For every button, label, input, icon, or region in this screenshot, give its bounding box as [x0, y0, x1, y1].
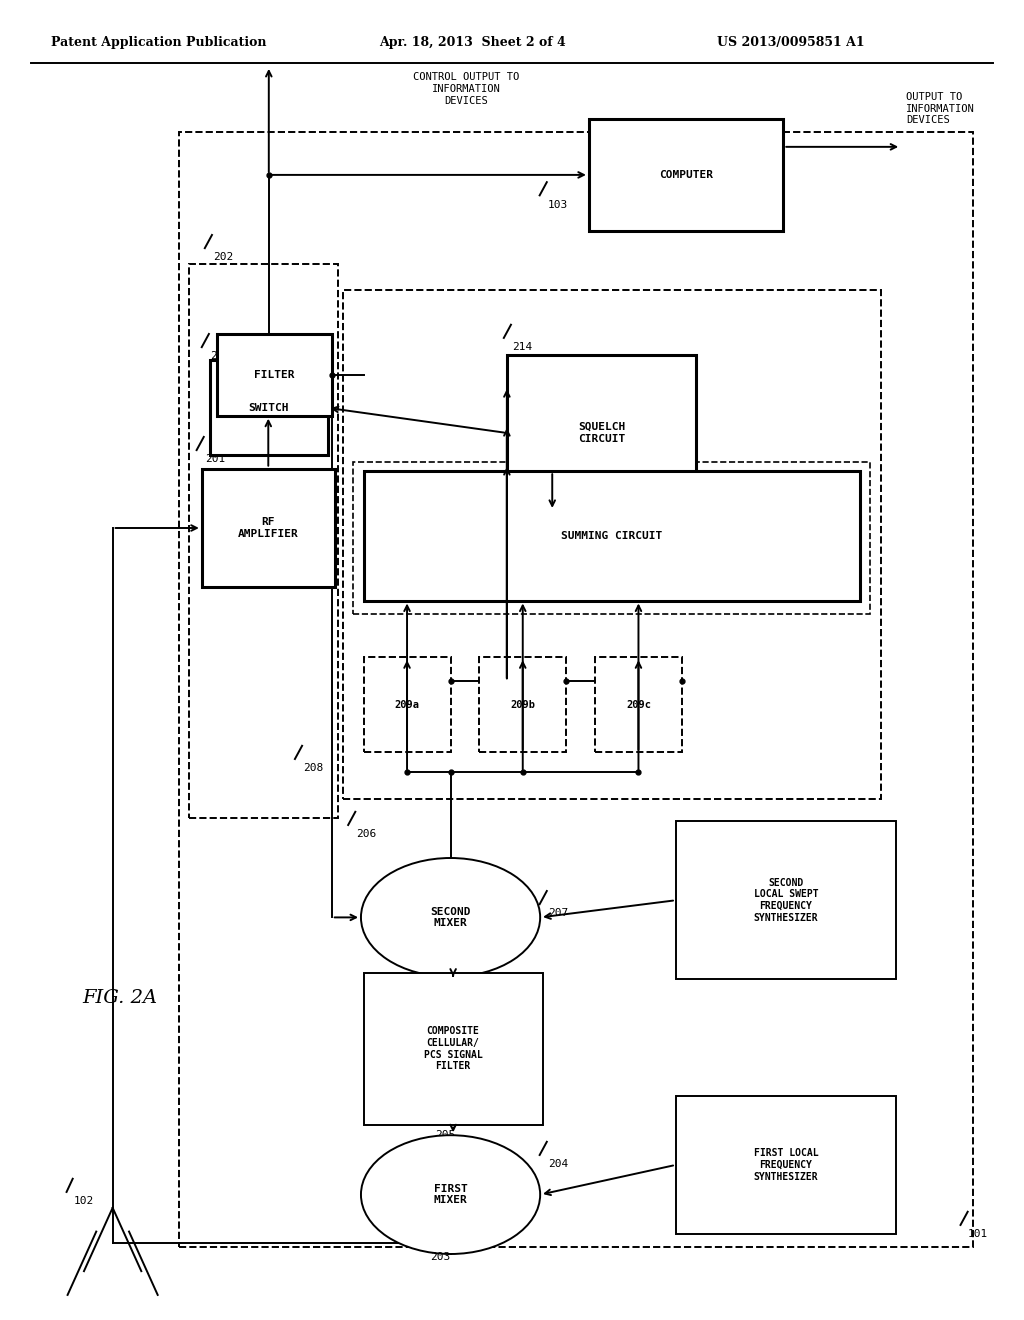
- Text: 201: 201: [205, 454, 225, 465]
- FancyBboxPatch shape: [479, 657, 566, 752]
- Text: FIG. 2A: FIG. 2A: [82, 989, 157, 1007]
- Text: 101: 101: [968, 1229, 988, 1239]
- Text: COMPUTER: COMPUTER: [659, 170, 713, 180]
- Text: SECOND
LOCAL SWEPT
FREQUENCY
SYNTHESIZER: SECOND LOCAL SWEPT FREQUENCY SYNTHESIZER: [754, 878, 818, 923]
- Text: FIRST LOCAL
FREQUENCY
SYNTHESIZER: FIRST LOCAL FREQUENCY SYNTHESIZER: [754, 1148, 818, 1181]
- Text: SECOND
MIXER: SECOND MIXER: [430, 907, 471, 928]
- FancyBboxPatch shape: [676, 1096, 896, 1234]
- Text: OUTPUT TO
INFORMATION
DEVICES: OUTPUT TO INFORMATION DEVICES: [906, 92, 975, 125]
- Text: COMPOSITE
CELLULAR/
PCS SIGNAL
FILTER: COMPOSITE CELLULAR/ PCS SIGNAL FILTER: [424, 1027, 482, 1071]
- FancyBboxPatch shape: [676, 821, 896, 979]
- Text: 102: 102: [74, 1196, 94, 1206]
- FancyBboxPatch shape: [364, 657, 451, 752]
- Text: SQUELCH
CIRCUIT: SQUELCH CIRCUIT: [578, 422, 626, 444]
- FancyBboxPatch shape: [202, 469, 335, 587]
- FancyBboxPatch shape: [589, 119, 783, 231]
- Text: 204: 204: [548, 1159, 568, 1170]
- FancyBboxPatch shape: [364, 471, 860, 601]
- FancyBboxPatch shape: [217, 334, 332, 416]
- Text: RF
AMPLIFIER: RF AMPLIFIER: [238, 517, 299, 539]
- Text: Apr. 18, 2013  Sheet 2 of 4: Apr. 18, 2013 Sheet 2 of 4: [379, 36, 565, 49]
- Text: 202: 202: [213, 252, 233, 263]
- Text: US 2013/0095851 A1: US 2013/0095851 A1: [717, 36, 864, 49]
- Text: 214: 214: [512, 342, 532, 352]
- Text: CONTROL OUTPUT TO
INFORMATION
DEVICES: CONTROL OUTPUT TO INFORMATION DEVICES: [413, 73, 519, 106]
- FancyBboxPatch shape: [595, 657, 682, 752]
- Text: Patent Application Publication: Patent Application Publication: [51, 36, 266, 49]
- Text: 209b: 209b: [510, 700, 536, 710]
- Ellipse shape: [361, 1135, 541, 1254]
- Text: 210: 210: [317, 529, 338, 540]
- Text: 208: 208: [303, 763, 324, 774]
- Text: SUMMING CIRCUIT: SUMMING CIRCUIT: [561, 531, 663, 541]
- Text: 103: 103: [548, 199, 568, 210]
- Text: 205: 205: [435, 1130, 456, 1140]
- FancyBboxPatch shape: [210, 360, 328, 455]
- Ellipse shape: [361, 858, 541, 977]
- Text: 206: 206: [356, 829, 377, 840]
- FancyBboxPatch shape: [507, 355, 696, 511]
- Text: 216: 216: [210, 351, 230, 362]
- Text: FIRST
MIXER: FIRST MIXER: [434, 1184, 467, 1205]
- Text: 203: 203: [430, 1251, 451, 1262]
- Text: 207: 207: [548, 908, 568, 919]
- Text: SWITCH: SWITCH: [249, 403, 289, 413]
- Text: 209c: 209c: [626, 700, 651, 710]
- Text: 209a: 209a: [394, 700, 420, 710]
- FancyBboxPatch shape: [364, 973, 543, 1125]
- Text: FILTER: FILTER: [254, 370, 295, 380]
